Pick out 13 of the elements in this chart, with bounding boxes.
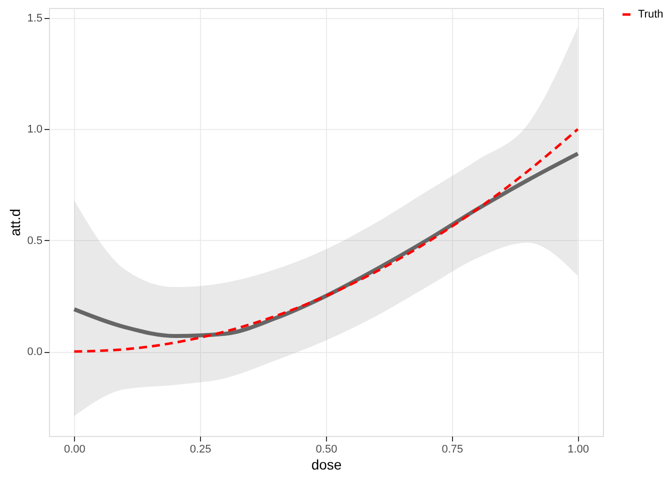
y-axis-title: att.d [7,208,24,236]
x-tick-label: 0.50 [316,444,338,456]
y-tick-label: 1.5 [27,12,42,25]
x-tick-label: 0.25 [190,444,212,456]
y-tick-label: 0.5 [27,234,42,247]
line-series [72,128,580,353]
x-axis-title: dose [311,456,342,472]
y-tick-label: 1.0 [27,124,42,136]
x-tick-label: 0.75 [442,444,464,456]
x-tick-label: 1.00 [568,444,590,456]
legend-label: Truth [638,8,664,20]
y-tick-label: 0.0 [27,346,42,358]
x-tick-label: 0.00 [64,444,86,456]
